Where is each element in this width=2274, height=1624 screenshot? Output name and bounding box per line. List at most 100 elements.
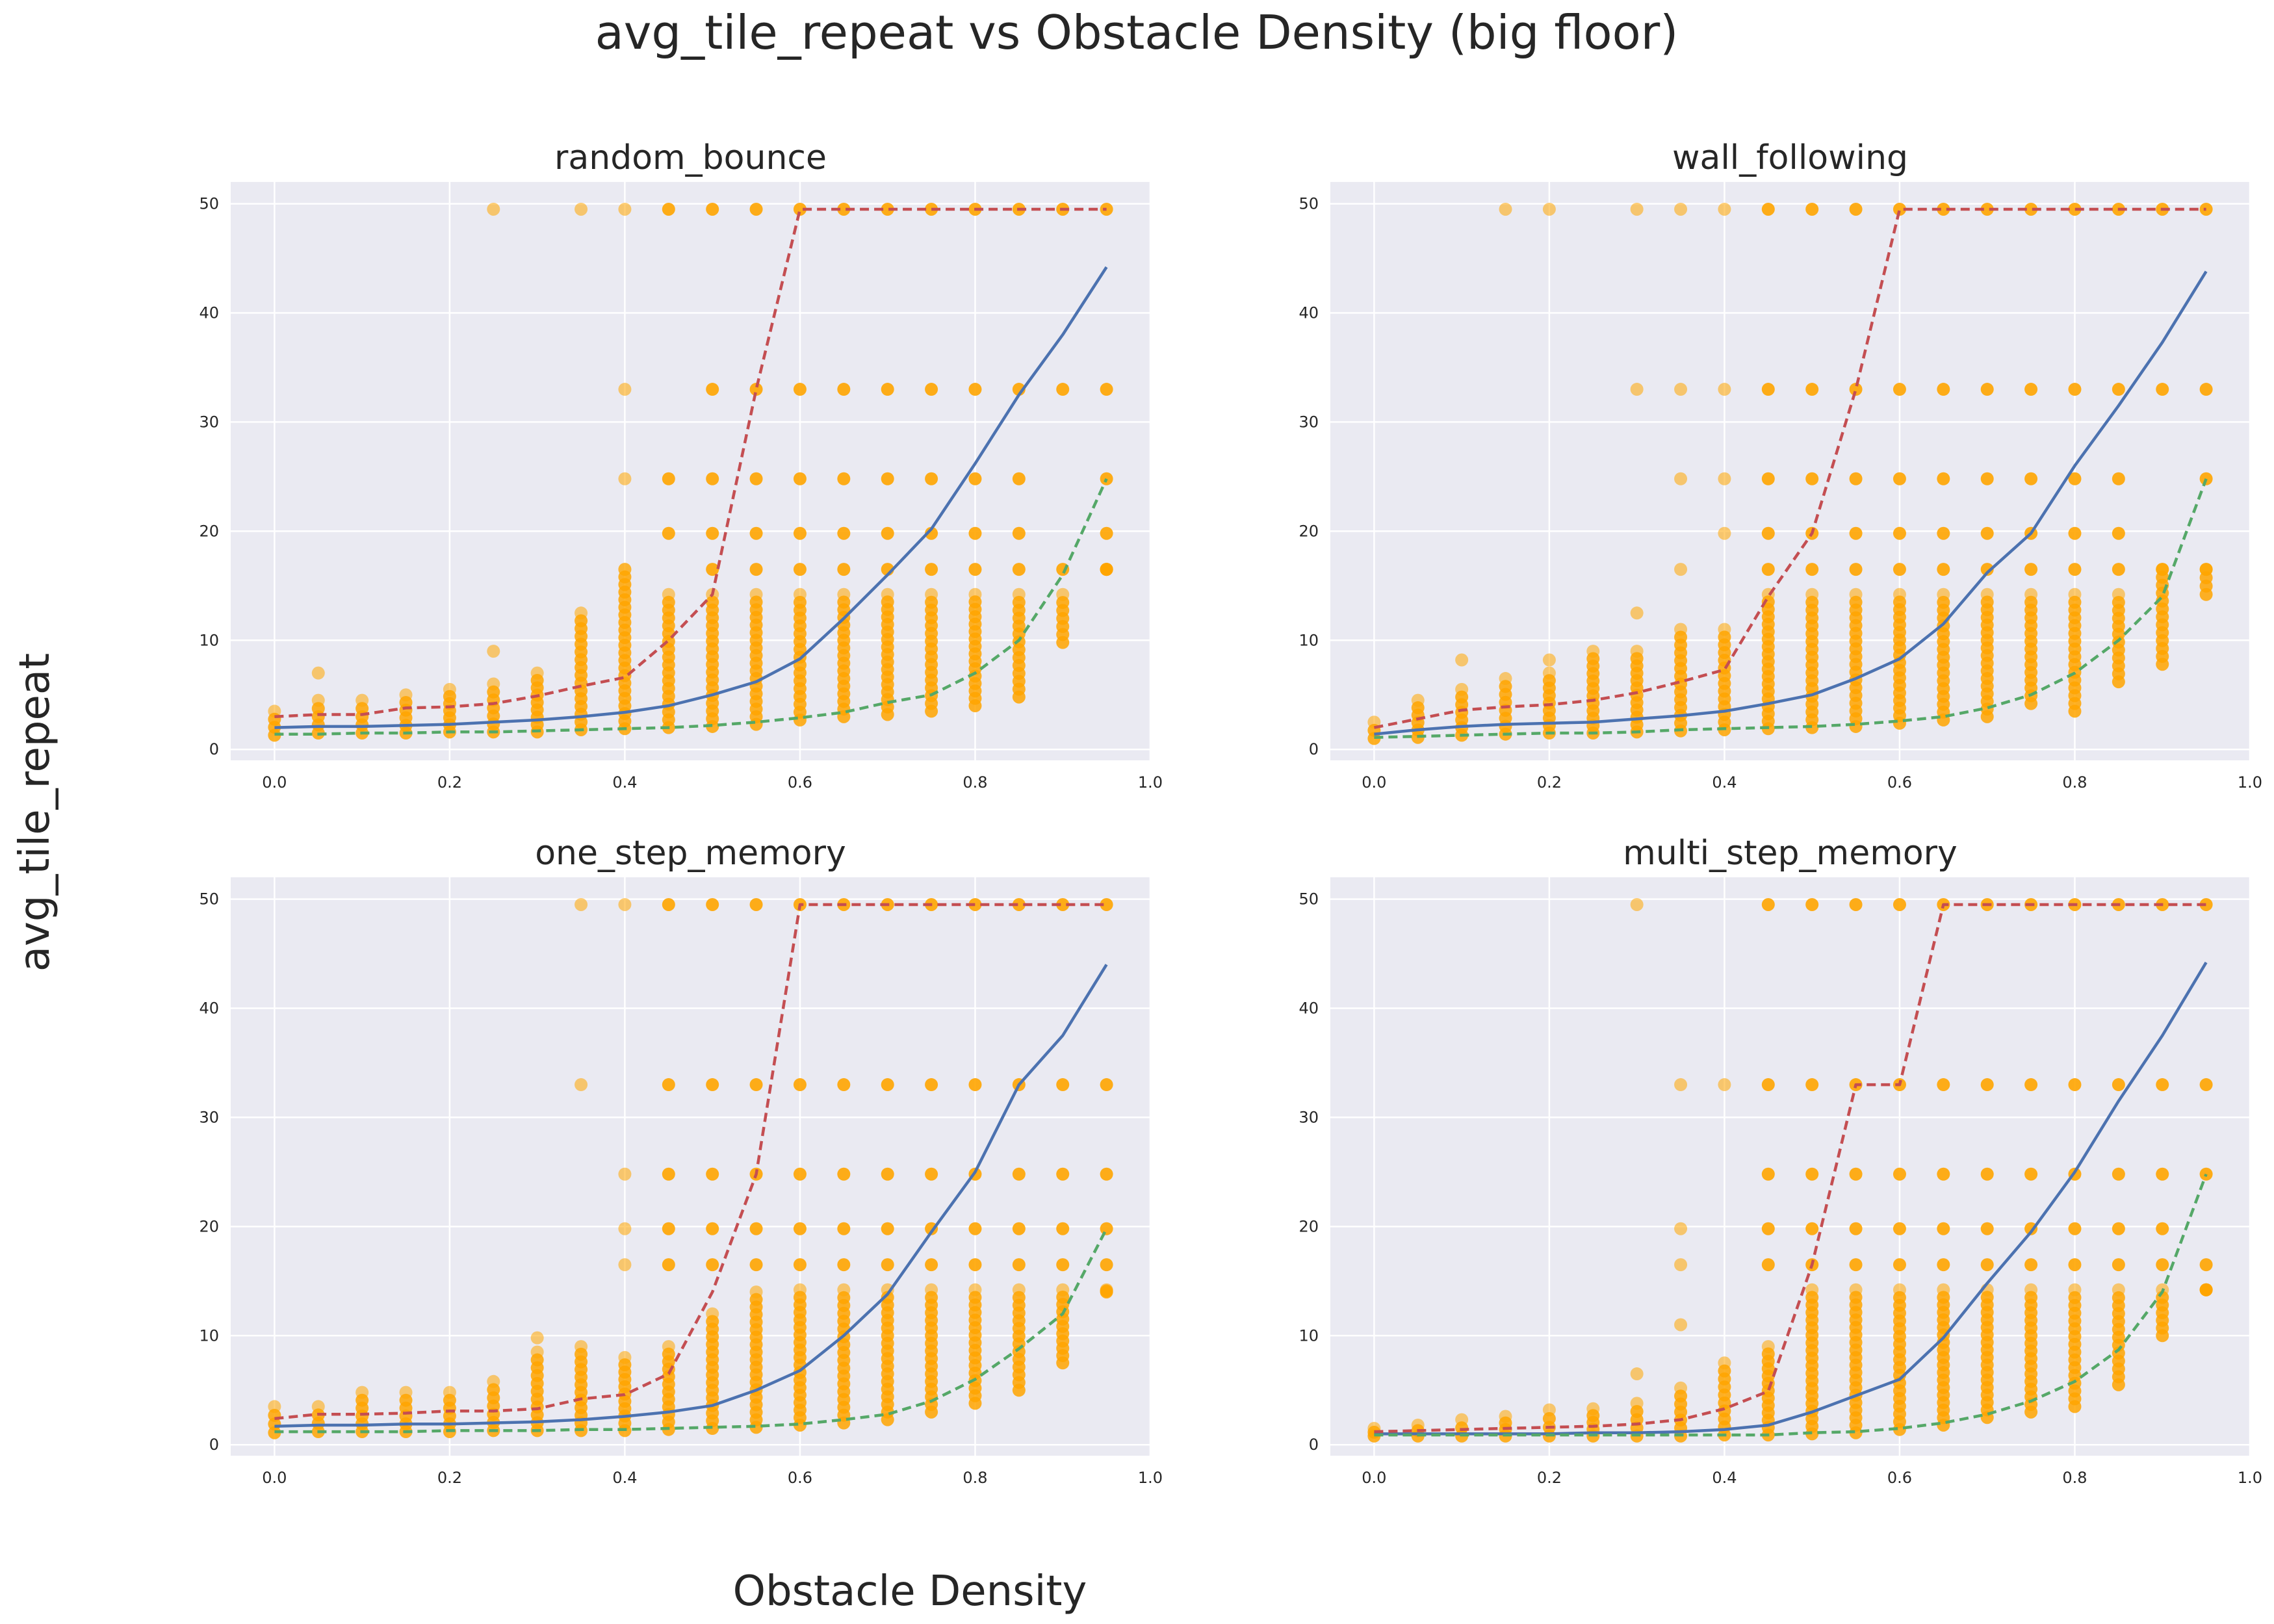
scatter-point bbox=[837, 472, 851, 485]
y-tick-label: 30 bbox=[1299, 413, 1319, 431]
y-tick-label: 20 bbox=[1299, 1217, 1319, 1235]
scatter-point bbox=[1499, 202, 1512, 216]
x-tick-label: 0.8 bbox=[963, 1469, 987, 1487]
y-tick-label: 10 bbox=[1299, 1326, 1319, 1345]
scatter-points bbox=[1367, 897, 2213, 1443]
scatter-point bbox=[968, 563, 982, 576]
x-tick-label: 1.0 bbox=[1138, 1469, 1163, 1487]
scatter-point bbox=[925, 526, 938, 540]
scatter-point bbox=[881, 383, 894, 396]
y-tick-label: 30 bbox=[199, 413, 219, 431]
scatter-point bbox=[1937, 1222, 1950, 1235]
scatter-point bbox=[1980, 563, 1994, 576]
scatter-point bbox=[1718, 526, 1731, 540]
scatter-point bbox=[1893, 1167, 1906, 1181]
subplot-title: wall_following bbox=[1672, 138, 1908, 177]
scatter-point bbox=[1805, 587, 1819, 601]
scatter-point bbox=[1761, 383, 1775, 396]
scatter-point bbox=[2024, 1078, 2038, 1092]
median-line bbox=[274, 964, 1108, 1428]
scatter-point bbox=[2068, 472, 2082, 485]
scatter-point bbox=[1937, 472, 1950, 485]
scatter-point bbox=[2199, 1078, 2213, 1092]
scatter-point bbox=[1849, 587, 1863, 601]
scatter-point bbox=[2112, 383, 2125, 396]
scatter-point bbox=[2199, 1258, 2213, 1272]
scatter-point bbox=[1056, 1167, 1070, 1181]
scatter-point bbox=[1761, 563, 1775, 576]
scatter-point bbox=[1805, 1283, 1819, 1296]
scatter-point bbox=[2199, 472, 2213, 485]
scatter-point bbox=[1761, 1258, 1775, 1272]
scatter-point bbox=[1056, 1258, 1070, 1272]
scatter-point bbox=[311, 666, 325, 680]
subplot-title: one_step_memory bbox=[535, 834, 846, 873]
y-tick-label: 40 bbox=[1299, 304, 1319, 322]
scatter-point bbox=[355, 1386, 369, 1399]
scatter-point bbox=[1718, 383, 1731, 396]
scatter-point bbox=[1674, 1318, 1688, 1332]
scatter-point bbox=[618, 1222, 632, 1235]
subplot-0: 0.0 0.2 0.4 0.6 0.8 1.0 0 10 20 30 40 50 random_boun… bbox=[199, 138, 1163, 792]
scatter-point bbox=[1761, 1222, 1775, 1235]
scatter-point bbox=[1411, 693, 1425, 707]
scatter-point bbox=[706, 563, 719, 576]
scatter-point bbox=[1937, 1283, 1950, 1296]
scatter-point bbox=[837, 202, 851, 216]
scatter-point bbox=[1849, 383, 1863, 396]
scatter-point bbox=[399, 688, 413, 702]
scatter-point bbox=[793, 383, 807, 396]
scatter-point bbox=[1761, 526, 1775, 540]
scatter-point bbox=[968, 587, 982, 601]
scatter-point bbox=[1630, 202, 1644, 216]
scatter-point bbox=[2199, 383, 2213, 396]
scatter-point bbox=[925, 383, 938, 396]
scatter-point bbox=[837, 383, 851, 396]
median-line bbox=[274, 266, 1108, 729]
scatter-point bbox=[1980, 1222, 1994, 1235]
y-tick-label: 50 bbox=[199, 890, 219, 909]
scatter-point bbox=[662, 1340, 675, 1354]
scatter-point bbox=[793, 1167, 807, 1181]
scatter-point bbox=[1367, 715, 1381, 729]
scatter-point bbox=[2024, 563, 2038, 576]
scatter-point bbox=[749, 202, 763, 216]
scatter-point bbox=[837, 587, 851, 601]
scatter-point bbox=[662, 897, 675, 911]
scatter-point bbox=[1849, 526, 1863, 540]
scatter-point bbox=[1100, 1283, 1113, 1296]
scatter-point bbox=[793, 202, 807, 216]
scatter-point bbox=[925, 1078, 938, 1092]
scatter-point bbox=[837, 1167, 851, 1181]
scatter-point bbox=[1630, 1367, 1644, 1381]
scatter-point bbox=[662, 1222, 675, 1235]
x-tick-label: 0.8 bbox=[2062, 773, 2087, 792]
scatter-point bbox=[837, 563, 851, 576]
scatter-point bbox=[837, 1283, 851, 1296]
scatter-point bbox=[1849, 472, 1863, 485]
scatter-point bbox=[2068, 563, 2082, 576]
y-tick-label: 10 bbox=[199, 631, 219, 649]
scatter-point bbox=[2068, 202, 2082, 216]
scatter-point bbox=[662, 587, 675, 601]
scatter-point bbox=[2024, 1167, 2038, 1181]
scatter-point bbox=[925, 563, 938, 576]
scatter-point bbox=[2024, 202, 2038, 216]
plot-area bbox=[231, 877, 1150, 1456]
lower-line bbox=[274, 478, 1108, 736]
scatter-point bbox=[1100, 897, 1113, 911]
scatter-point bbox=[1542, 653, 1556, 667]
scatter-point bbox=[2156, 563, 2169, 576]
y-tick-label: 50 bbox=[1299, 195, 1319, 213]
scatter-point bbox=[311, 693, 325, 707]
scatter-point bbox=[2068, 1258, 2082, 1272]
scatter-point bbox=[1893, 1258, 1906, 1272]
scatter-point bbox=[793, 1222, 807, 1235]
scatter-point bbox=[618, 1167, 632, 1181]
scatter-point bbox=[1586, 1402, 1600, 1415]
scatter-point bbox=[2112, 1258, 2125, 1272]
scatter-point bbox=[1980, 526, 1994, 540]
scatter-point bbox=[749, 563, 763, 576]
scatter-point bbox=[1761, 1340, 1775, 1354]
scatter-point bbox=[793, 1283, 807, 1296]
